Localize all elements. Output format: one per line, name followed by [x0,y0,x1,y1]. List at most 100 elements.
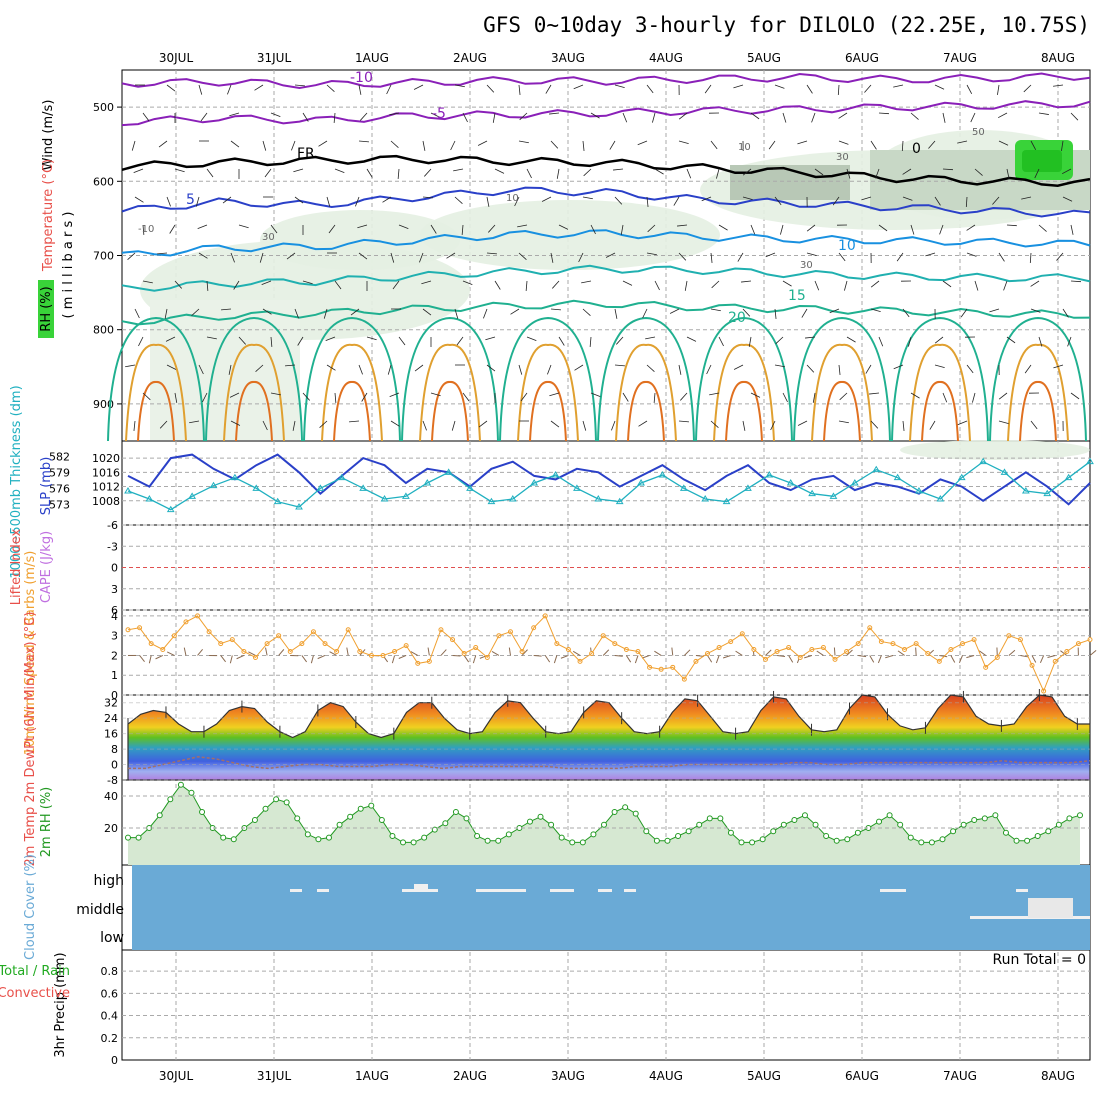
isotherm-line [121,186,1091,218]
wind-barb [998,420,1009,424]
wind-barb [733,84,744,89]
wind-barb [1053,364,1064,369]
wind-barb [326,364,336,371]
rh2m-point [389,833,396,839]
wind-barb [206,336,217,340]
contour-label: 50 [972,127,985,138]
wind-barb [642,308,648,319]
wind-barb [1029,252,1032,264]
rh2m-point [770,828,777,835]
warm-contour [419,343,481,442]
wind-barb [770,420,776,431]
rh2m-point [347,813,354,820]
rh2m-point [1002,829,1009,836]
wind-barb [294,308,299,319]
date-label-bottom: 30JUL [159,1069,194,1083]
wind-barb [166,84,176,92]
wind-barb [174,392,178,403]
wind-barb [286,252,296,260]
rh2m-point [569,839,576,846]
warm-contour [223,343,285,442]
wind-barb [590,392,601,397]
wind-barb [934,84,945,90]
warm-contour [107,316,205,442]
ylabel-lifted: Lifted Index [9,528,24,605]
date-label-bottom: 5AUG [747,1069,781,1083]
wind-barb [750,224,756,235]
wind-barb [832,196,840,206]
wind-barb [424,168,432,177]
rh2m-point [125,834,131,841]
run-total: Run Total = 0 [992,952,1086,968]
thickness-tick-label: 582 [49,450,70,463]
surface-wind-barb [858,654,867,658]
rh2m-point [706,815,713,822]
isotherm-line [121,100,1091,127]
wind-barb [966,224,976,231]
wind-barb [768,140,776,150]
surface-wind-barb [788,655,794,663]
contour-label: -10 [350,70,373,86]
date-label-top: 5AUG [747,51,781,65]
rh2m-point [664,837,671,844]
wind-barb [653,392,656,403]
wind-barb [549,112,560,115]
wind-barb [806,224,816,232]
wind-barb [742,420,746,431]
wind-barb [166,364,177,370]
slp-tick-label: 1008 [92,495,120,508]
rh2m-point [325,834,332,841]
wind-barb [550,308,561,311]
surface-wind-barb [1089,649,1097,656]
wind-barb [328,224,336,234]
wind-barb [901,140,904,152]
wind-barb [157,252,168,255]
wind-barb [678,112,688,120]
wind-barb [908,336,912,347]
wind-barb [334,280,342,290]
rh2m-point [1045,828,1052,835]
wind-barb [750,392,761,398]
lifted-tick-label: -6 [107,519,118,532]
wind-barb [582,308,591,316]
wind-barb [1070,112,1079,121]
wind-barb [1061,168,1072,175]
panel-frame [121,949,1091,1061]
surface-wind-barb [614,654,623,657]
wind-barb [158,140,168,148]
temp-tick-label: 24 [104,712,118,725]
surface-wind-barb [1020,654,1029,658]
warm-contour [321,343,383,442]
wind-tick-label: 4 [111,610,118,623]
wind-barb [518,364,523,375]
wind-barb [582,420,587,431]
rh2m-point [907,834,914,841]
wind-barb [677,224,688,227]
surface-wind-barb [220,655,226,663]
wind-barb [390,140,399,148]
rh2m-point [442,820,449,827]
surface-wind-barb [197,648,204,656]
surface-wind-barb [560,654,569,659]
rh2m-point [315,836,322,843]
surface-wind-barb [346,647,349,656]
wind-barb [678,420,689,423]
wind-barb [878,336,884,347]
rh2m-point [833,837,840,844]
wind-barb [673,196,680,206]
wind-barb [486,252,497,255]
wind-barb [318,140,328,147]
date-label-top: 3AUG [551,51,585,65]
wind-barb [349,420,360,423]
wind-barb [1030,420,1038,430]
isotherm-line [121,299,1091,326]
wind-barb [765,252,776,258]
wind-barb [637,140,648,146]
wind-barb [386,84,392,95]
rh2m-point [643,828,650,835]
wind-barb [614,364,625,367]
wind-barb [261,280,272,285]
rh2m-point [230,836,237,843]
surface-wind-barb [278,649,285,656]
wind-barb [174,168,185,173]
